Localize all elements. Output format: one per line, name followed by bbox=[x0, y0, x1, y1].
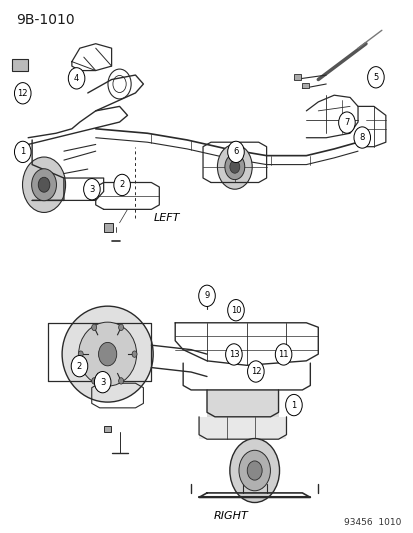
Circle shape bbox=[275, 344, 291, 365]
Circle shape bbox=[14, 83, 31, 104]
FancyBboxPatch shape bbox=[301, 83, 308, 88]
Circle shape bbox=[68, 68, 85, 89]
Circle shape bbox=[238, 450, 270, 491]
Text: 10: 10 bbox=[230, 306, 241, 314]
Text: 4: 4 bbox=[74, 74, 79, 83]
Circle shape bbox=[31, 169, 56, 201]
Circle shape bbox=[94, 372, 111, 393]
Text: 93456  1010: 93456 1010 bbox=[343, 518, 401, 527]
Circle shape bbox=[217, 144, 252, 189]
Ellipse shape bbox=[78, 322, 136, 386]
Text: LEFT: LEFT bbox=[154, 213, 180, 223]
Circle shape bbox=[22, 157, 65, 213]
Ellipse shape bbox=[62, 306, 153, 402]
Circle shape bbox=[38, 177, 50, 192]
Text: 5: 5 bbox=[373, 73, 377, 82]
Text: 3: 3 bbox=[89, 185, 94, 193]
Text: 7: 7 bbox=[344, 118, 349, 127]
Circle shape bbox=[338, 112, 354, 133]
Circle shape bbox=[229, 439, 279, 503]
FancyBboxPatch shape bbox=[12, 59, 28, 70]
Circle shape bbox=[367, 67, 383, 88]
Circle shape bbox=[92, 324, 97, 330]
Text: 8: 8 bbox=[359, 133, 364, 142]
Circle shape bbox=[229, 160, 239, 173]
FancyBboxPatch shape bbox=[103, 223, 112, 232]
Circle shape bbox=[91, 378, 96, 384]
Circle shape bbox=[227, 141, 244, 163]
Circle shape bbox=[14, 141, 31, 163]
Text: 9B-1010: 9B-1010 bbox=[17, 13, 75, 27]
Circle shape bbox=[202, 290, 211, 301]
FancyBboxPatch shape bbox=[206, 389, 278, 417]
Circle shape bbox=[198, 285, 215, 306]
Circle shape bbox=[225, 344, 242, 365]
Circle shape bbox=[119, 324, 123, 330]
Circle shape bbox=[71, 356, 88, 377]
Circle shape bbox=[224, 154, 244, 180]
Text: 12: 12 bbox=[17, 89, 28, 98]
Text: 9: 9 bbox=[204, 292, 209, 300]
FancyBboxPatch shape bbox=[103, 426, 111, 432]
Circle shape bbox=[98, 342, 116, 366]
Text: 3: 3 bbox=[100, 378, 105, 386]
FancyBboxPatch shape bbox=[294, 74, 300, 79]
Circle shape bbox=[227, 300, 244, 321]
Text: 2: 2 bbox=[77, 362, 82, 370]
Text: 13: 13 bbox=[228, 350, 239, 359]
Circle shape bbox=[132, 351, 137, 357]
Text: 1: 1 bbox=[291, 401, 296, 409]
Text: 12: 12 bbox=[250, 367, 261, 376]
Circle shape bbox=[247, 361, 263, 382]
Circle shape bbox=[285, 394, 301, 416]
Circle shape bbox=[247, 461, 261, 480]
Circle shape bbox=[114, 174, 130, 196]
Text: 2: 2 bbox=[119, 181, 124, 189]
Circle shape bbox=[119, 378, 123, 384]
FancyBboxPatch shape bbox=[199, 417, 286, 439]
Circle shape bbox=[78, 351, 83, 357]
Text: 1: 1 bbox=[20, 148, 25, 156]
Text: 6: 6 bbox=[233, 148, 238, 156]
Text: 11: 11 bbox=[278, 350, 288, 359]
Circle shape bbox=[83, 179, 100, 200]
Text: RIGHT: RIGHT bbox=[213, 511, 248, 521]
Circle shape bbox=[353, 127, 370, 148]
